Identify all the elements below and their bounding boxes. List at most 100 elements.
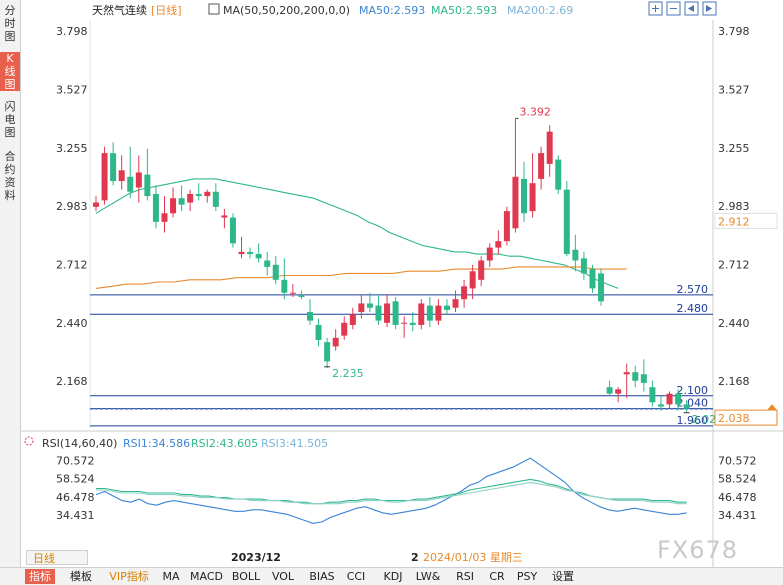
candle — [170, 187, 177, 218]
candle-body — [349, 314, 356, 325]
rsi-tick-left: 46.478 — [56, 491, 95, 504]
move-left-icon[interactable] — [684, 1, 699, 16]
hline-label: 2.570 — [677, 283, 709, 296]
candle-body — [101, 153, 108, 201]
indicator-tab-2[interactable]: VIP指标 — [109, 570, 149, 583]
candle-body — [384, 303, 391, 323]
date-label-2023-12: 2023/12 — [231, 551, 281, 564]
rsi-line-RSI1 — [95, 457, 687, 524]
sidebar-tab-0[interactable]: 分时图 — [0, 4, 20, 43]
sidebar-tab-char: 线 — [4, 65, 16, 78]
candle-body — [187, 193, 194, 203]
candle — [212, 183, 219, 212]
price-tick-right: 3.527 — [718, 83, 750, 96]
indicator-tab-4[interactable]: MACD — [190, 570, 223, 583]
price-tick-left: 2.983 — [56, 200, 88, 213]
rsi-formula: RSI(14,60,40) — [42, 437, 117, 450]
sidebar-tab-2[interactable]: 闪电图 — [0, 100, 20, 139]
candle — [384, 294, 391, 328]
indicator-tab-7[interactable]: BIAS — [309, 570, 335, 583]
candle — [632, 365, 639, 388]
candle — [452, 290, 459, 313]
rsi-tick-left: 58.524 — [56, 473, 95, 486]
indicator-tab-14[interactable]: 设置 — [552, 570, 574, 583]
ma3-value: MA200:2.69 — [507, 4, 573, 17]
zoom-out-icon[interactable] — [666, 1, 681, 16]
sidebar-tab-char: 电 — [4, 113, 16, 126]
candle — [144, 148, 151, 201]
candle-body — [229, 217, 236, 244]
indicator-tab-12[interactable]: CR — [489, 570, 505, 583]
candle-body — [469, 271, 476, 289]
candle-body — [606, 387, 613, 394]
indicator-tab-13[interactable]: PSY — [516, 570, 538, 583]
candle — [195, 183, 202, 201]
candle-body — [632, 372, 639, 381]
candle — [495, 230, 502, 255]
candle — [161, 196, 168, 233]
price-tag-label: 2.038 — [718, 412, 750, 425]
candle — [580, 251, 587, 280]
candle — [204, 189, 211, 203]
candle — [152, 185, 159, 229]
rsi-tick-right: 58.524 — [718, 473, 757, 486]
candle — [657, 395, 664, 411]
candle — [229, 213, 236, 248]
candle — [247, 247, 254, 259]
price-tick-left: 3.255 — [56, 142, 88, 155]
candle — [110, 142, 117, 186]
sidebar-tab-char: 资 — [4, 176, 16, 189]
candle-body — [649, 387, 656, 403]
hline-label: 2.040 — [677, 397, 709, 410]
candle — [93, 196, 99, 212]
indicator-tab-1[interactable]: 模板 — [70, 570, 92, 583]
indicator-tab-9[interactable]: KDJ — [383, 570, 403, 583]
ma200-line — [95, 266, 627, 289]
grid-layer — [89, 20, 714, 567]
price-tag: 2.912 — [714, 212, 778, 229]
indicator-tab-11[interactable]: RSI — [456, 570, 474, 583]
candle-body — [598, 273, 605, 302]
candle — [178, 185, 185, 212]
chart-canvas[interactable]: 天然气连续 [日线] MA(50,50,200,200,0,0) MA50:2.… — [20, 0, 783, 567]
zoom-in-icon[interactable] — [648, 1, 663, 16]
sidebar-tab-char: 图 — [4, 126, 16, 139]
candle-body — [529, 183, 536, 212]
candle-body — [375, 305, 382, 321]
candle-body — [118, 170, 125, 182]
candle-body — [546, 131, 553, 164]
indicator-tab-0[interactable]: 指标 — [25, 569, 55, 584]
period-select[interactable]: 日线 — [26, 550, 88, 565]
candle-body — [478, 260, 485, 280]
candle-body — [204, 191, 211, 197]
chart-toolbar — [648, 1, 717, 16]
candle — [640, 359, 647, 392]
candle-body — [315, 324, 322, 340]
move-right-icon[interactable] — [702, 1, 717, 16]
ma-settings-icon[interactable] — [208, 3, 220, 15]
candle — [683, 400, 690, 413]
candle-body — [170, 198, 177, 214]
candle — [409, 312, 416, 332]
hline-label: 1.960 — [677, 414, 709, 427]
candle — [521, 161, 527, 222]
price-tick-left: 2.168 — [56, 375, 88, 388]
candle — [349, 307, 356, 330]
candle-body — [589, 269, 596, 289]
indicator-tab-5[interactable]: BOLL — [231, 570, 261, 583]
price-tag-box — [714, 409, 778, 426]
indicator-tab-10[interactable]: LW& — [415, 570, 441, 583]
indicator-settings-icon[interactable] — [24, 436, 34, 446]
indicator-tab-6[interactable]: VOL — [271, 570, 295, 583]
sidebar-tab-3[interactable]: 合约资料 — [0, 150, 20, 202]
rsi-tick-left: 70.572 — [56, 454, 95, 467]
candle-body — [623, 372, 630, 375]
indicator-tab-3[interactable]: MA — [162, 570, 180, 583]
rsi2-value: RSI2:43.605 — [191, 437, 258, 450]
candle — [435, 299, 442, 325]
indicator-tab-8[interactable]: CCI — [346, 570, 366, 583]
candle — [443, 299, 450, 315]
candle-body — [461, 286, 468, 300]
